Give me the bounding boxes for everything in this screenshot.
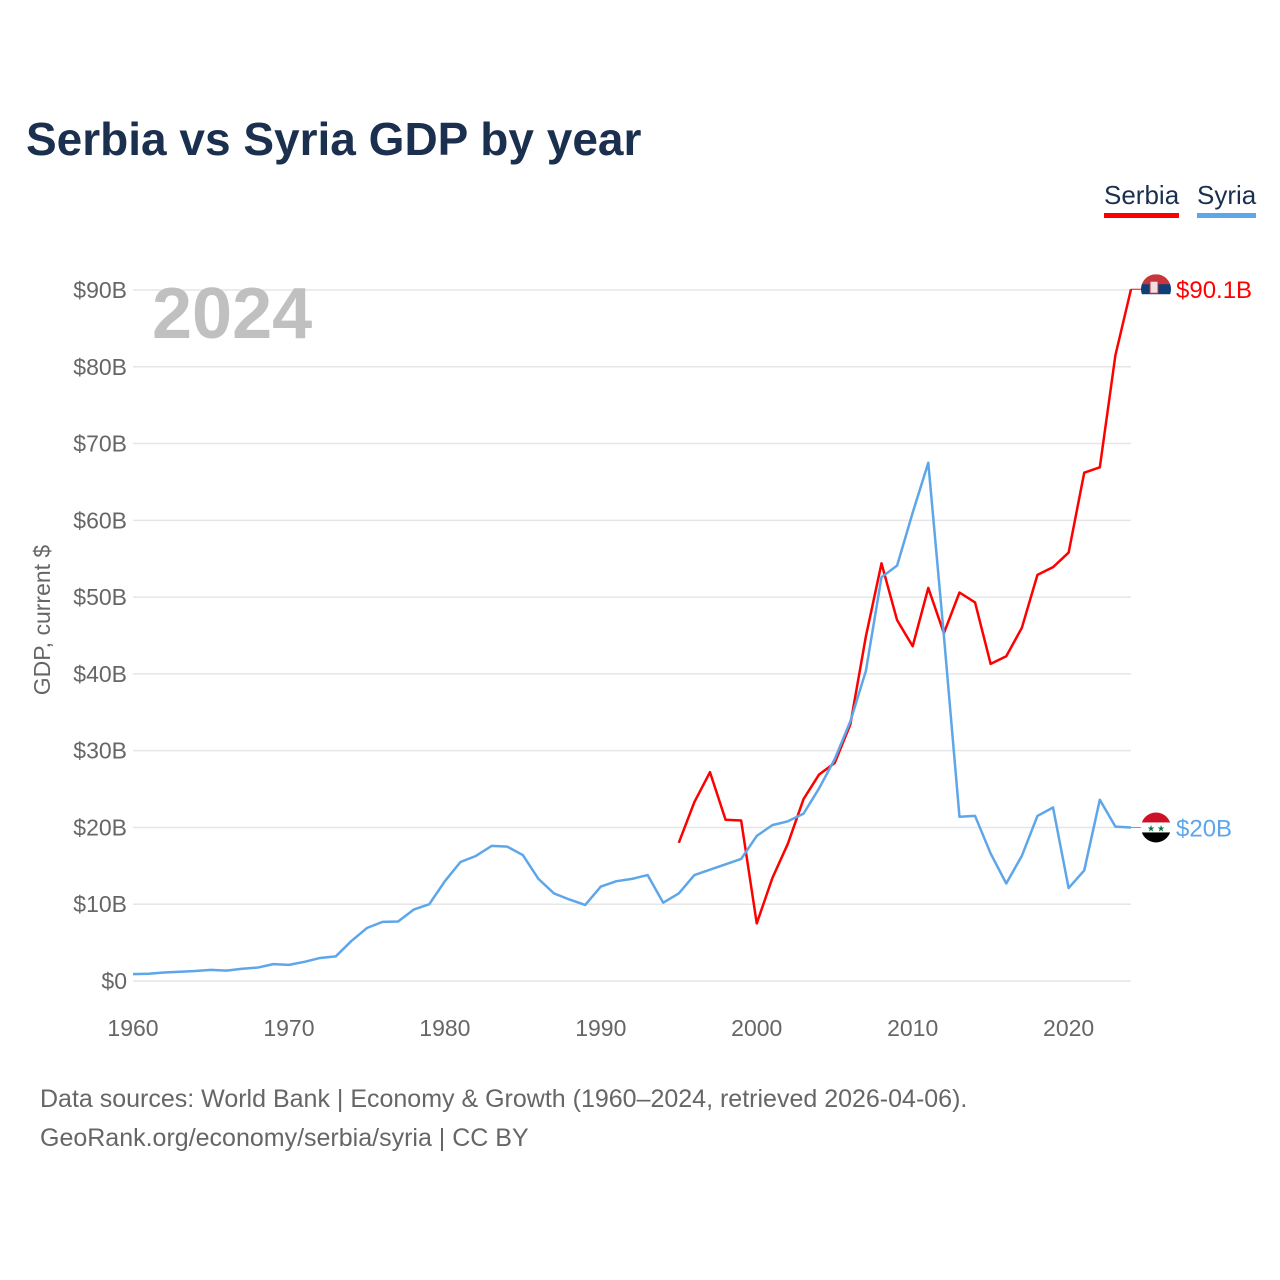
coat-of-arms-icon <box>1149 280 1159 294</box>
flag-stripe <box>1141 294 1171 305</box>
source-link[interactable]: GeoRank.org/economy/serbia/syria | CC BY <box>40 1124 529 1152</box>
y-tick-label: $90B <box>73 277 127 303</box>
x-tick-label: 1990 <box>575 1015 626 1041</box>
x-tick-label: 2010 <box>887 1015 938 1041</box>
y-axis-label: GDP, current $ <box>29 545 55 696</box>
y-tick-label: $10B <box>73 891 127 917</box>
legend-syria[interactable]: Syria <box>1197 180 1257 218</box>
y-tick-label: $0 <box>101 968 127 994</box>
x-tick-label: 2020 <box>1043 1015 1094 1041</box>
serbia-flag-icon <box>1141 274 1171 305</box>
x-tick-label: 1980 <box>419 1015 470 1041</box>
y-tick-label: $80B <box>73 354 127 380</box>
flag-stripe <box>1141 832 1171 843</box>
legend-serbia[interactable]: Serbia <box>1104 180 1180 218</box>
y-tick-label: $70B <box>73 431 127 457</box>
y-tick-label: $50B <box>73 584 127 610</box>
series-line-serbia <box>677 288 1133 925</box>
y-tick-label: $20B <box>73 814 127 840</box>
y-tick-label: $30B <box>73 738 127 764</box>
flag-stripe <box>1141 822 1171 833</box>
end-value-label-syria: $20B <box>1176 815 1232 842</box>
star-icon: ★ <box>1157 823 1165 833</box>
x-tick-label: 1970 <box>263 1015 314 1041</box>
flag-stripe <box>1141 812 1171 823</box>
x-tick-label: 1960 <box>107 1015 158 1041</box>
series-line-syria <box>132 461 1132 976</box>
flag-stripe <box>1141 274 1171 285</box>
y-tick-label: $60B <box>73 507 127 533</box>
star-icon: ★ <box>1147 823 1155 833</box>
chart-title: Serbia vs Syria GDP by year <box>26 113 642 165</box>
source-text: Data sources: World Bank | Economy & Gro… <box>40 1085 968 1113</box>
end-value-label-serbia: $90.1B <box>1176 277 1252 304</box>
year-watermark: 2024 <box>152 274 312 354</box>
x-tick-label: 2000 <box>731 1015 782 1041</box>
syria-flag-icon: ★ ★ <box>1141 812 1171 843</box>
y-tick-label: $40B <box>73 661 127 687</box>
